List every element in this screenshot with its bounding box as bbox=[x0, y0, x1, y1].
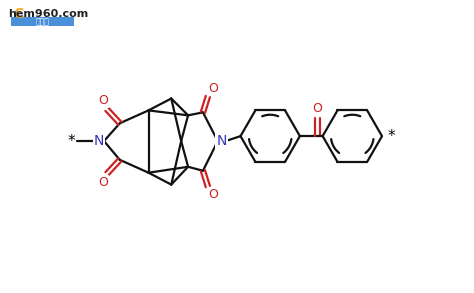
Text: O: O bbox=[313, 102, 323, 115]
Text: *: * bbox=[387, 129, 395, 144]
Text: O: O bbox=[208, 188, 218, 201]
Text: hem960.com: hem960.com bbox=[9, 9, 89, 19]
Text: N: N bbox=[94, 134, 104, 148]
Text: N: N bbox=[217, 134, 227, 148]
Text: C: C bbox=[13, 7, 23, 21]
Text: O: O bbox=[98, 94, 108, 107]
Text: O: O bbox=[208, 82, 218, 95]
Text: O: O bbox=[98, 176, 108, 189]
Text: *: * bbox=[67, 134, 75, 149]
Text: 化工网: 化工网 bbox=[36, 17, 50, 26]
FancyBboxPatch shape bbox=[11, 17, 74, 26]
